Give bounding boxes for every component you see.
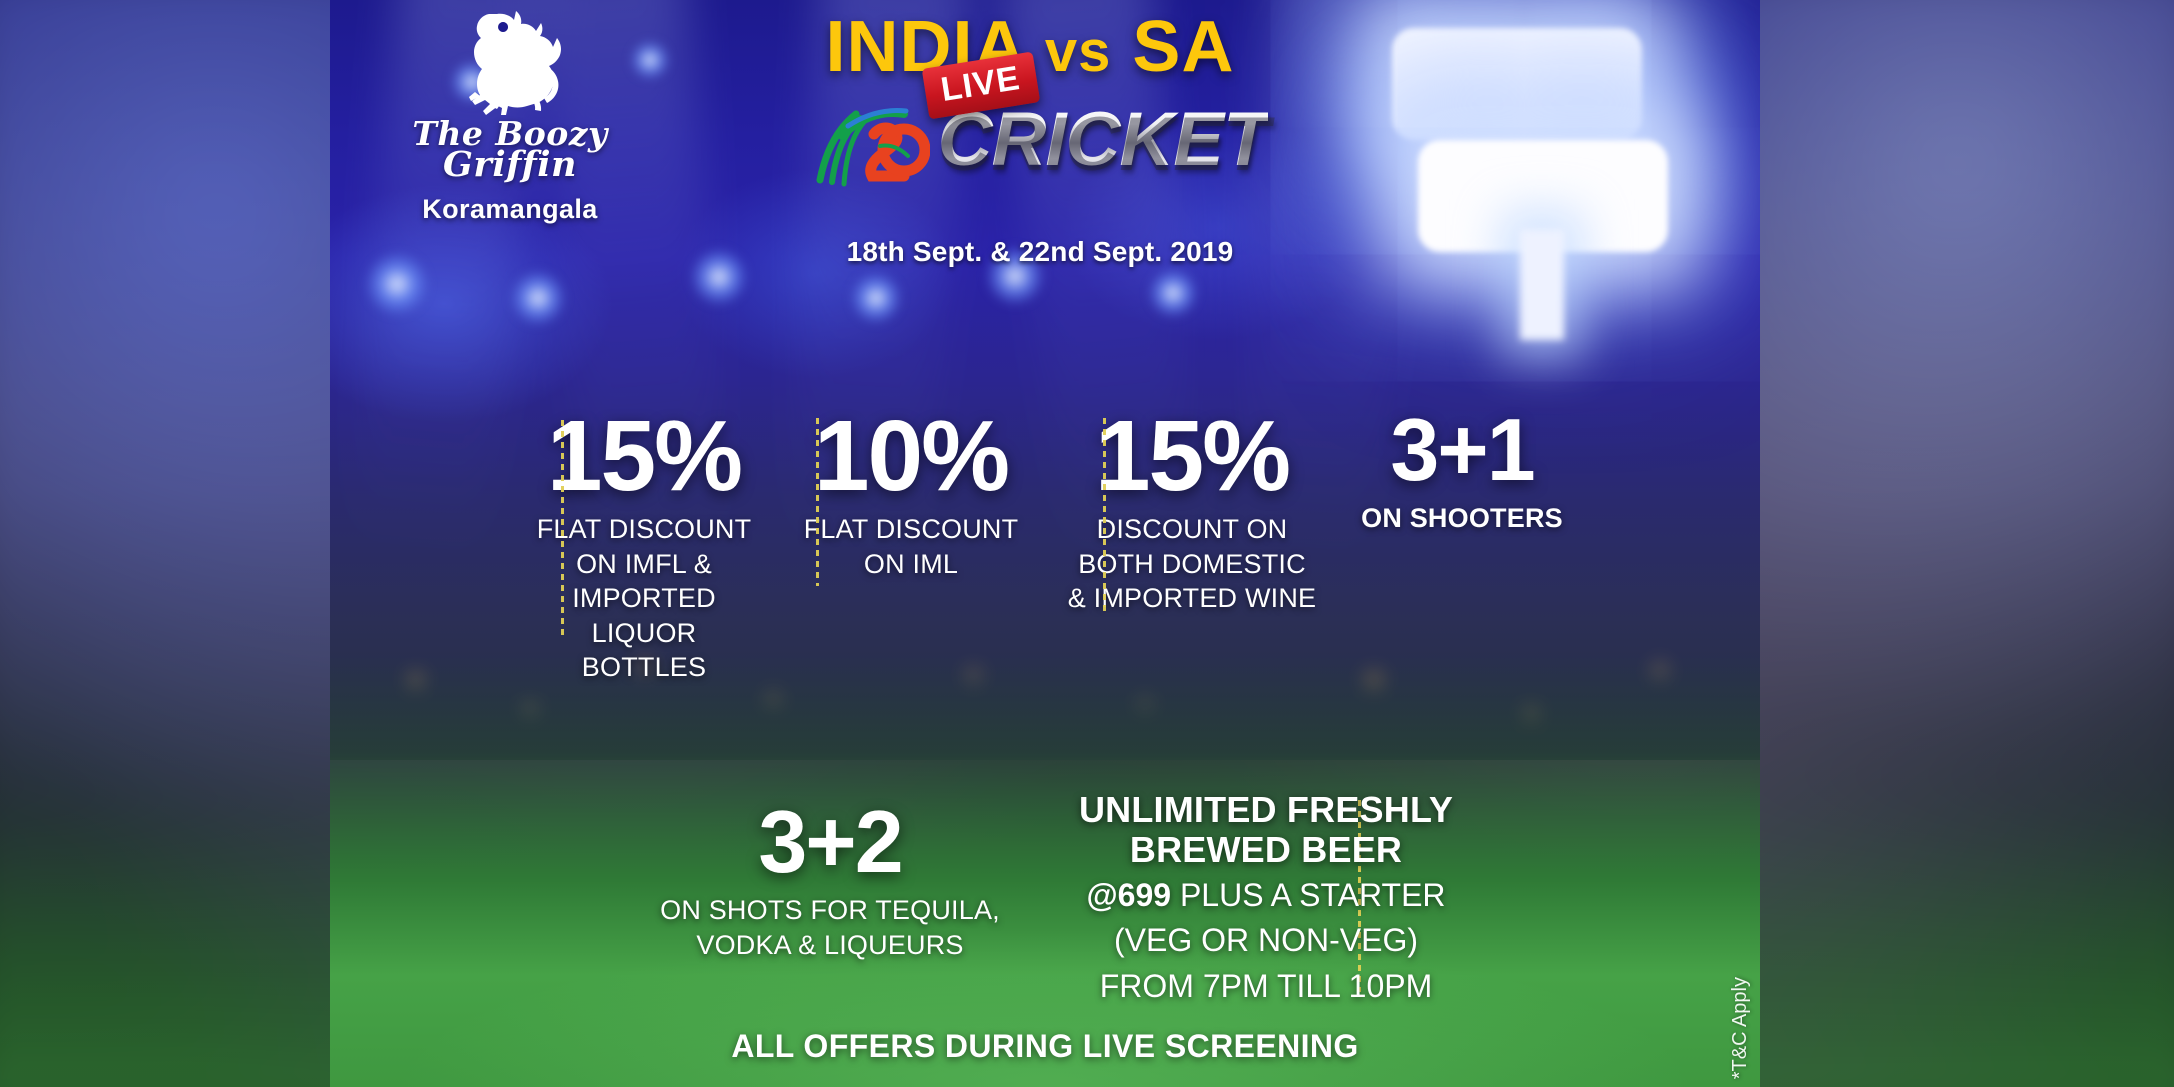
beer-price: @699: [1086, 876, 1172, 913]
floodlight-lamp: [1148, 268, 1198, 318]
offer-line: & IMPORTED WINE: [1067, 583, 1317, 614]
offer-description: ON SHOTS FOR TEQUILA, VODKA & LIQUEURS: [638, 893, 1022, 962]
offer-headline: 15%: [546, 400, 743, 512]
offer-card-shots: 3+2 ON SHOTS FOR TEQUILA, VODKA & LIQUEU…: [620, 790, 1040, 962]
offer-description: FLAT DISCOUNT ON IML: [793, 512, 1029, 581]
floodlight-lamp: [510, 270, 566, 326]
offer-divider: [816, 418, 819, 586]
floodlight-tower: [1370, 0, 1700, 340]
offer-card-beer: UNLIMITED FRESHLY BREWED BEER @699 PLUS …: [1040, 789, 1480, 1007]
offer-line: BOTH DOMESTIC: [1078, 548, 1306, 579]
poster-header: The Boozy Griffin Koramangala INDIA vs S…: [330, 0, 1760, 300]
griffin-logo-icon: [469, 11, 561, 115]
beer-starter-type: (VEG OR NON-VEG): [1113, 922, 1418, 959]
beer-headline: UNLIMITED FRESHLY BREWED BEER: [1070, 789, 1462, 871]
offer-line: IMPORTED LIQUOR: [572, 583, 716, 648]
offer-line: ON SHOTS FOR TEQUILA,: [660, 894, 1000, 925]
offer-line: FLAT DISCOUNT: [803, 514, 1019, 544]
offer-line: VODKA & LIQUEURS: [696, 929, 964, 960]
floodlight-lamp: [850, 272, 902, 324]
beer-price-suffix: PLUS A STARTER: [1171, 876, 1446, 913]
offer-divider: [561, 420, 564, 640]
offer-line: ON IMFL &: [576, 548, 712, 579]
footer-note: ALL OFFERS DURING LIVE SCREENING: [731, 1028, 1359, 1064]
offers-row-bottom: 3+2 ON SHOTS FOR TEQUILA, VODKA & LIQUEU…: [340, 789, 1760, 1007]
floodlight-lamp: [985, 246, 1045, 306]
offers-row-top: 15% FLAT DISCOUNT ON IMFL & IMPORTED LIQ…: [340, 400, 1760, 685]
offer-divider: [1358, 800, 1361, 992]
offer-line: ON SHOOTERS: [1361, 502, 1563, 533]
beer-price-line: @699 PLUS A STARTER: [1070, 875, 1462, 917]
pitch-glow: [330, 787, 1760, 1087]
beer-headline-line2: BREWED BEER: [1129, 829, 1403, 871]
offer-line: BOTTLES: [581, 652, 707, 683]
offer-divider: [1103, 418, 1106, 612]
offer-headline: 3+2: [758, 792, 903, 891]
offer-line: DISCOUNT ON: [1096, 514, 1288, 544]
offer-headline: 15%: [1094, 400, 1291, 512]
offer-line: ON IML: [863, 548, 959, 579]
brand-locality: Koramangala: [422, 193, 598, 224]
offer-headline: 10%: [813, 400, 1010, 512]
beer-headline-line1: UNLIMITED FRESHLY: [1078, 789, 1454, 830]
floodlight-lamp: [630, 40, 670, 80]
cricket-logo-row: CRICKET: [660, 92, 1420, 187]
brand-block: The Boozy Griffin Koramangala: [365, 6, 655, 225]
offer-card-imfl: 15% FLAT DISCOUNT ON IMFL & IMPORTED LIQ…: [513, 400, 775, 685]
offer-line: FLAT DISCOUNT: [536, 514, 752, 544]
terms-and-conditions-note: *T&C Apply: [1729, 976, 1751, 1079]
cricket-pitch-ground: [330, 657, 1760, 1087]
floodlight-lamp: [365, 252, 429, 316]
offer-card-iml: 10% FLAT DISCOUNT ON IML: [775, 400, 1047, 581]
brand-name-line1: The Boozy: [412, 114, 608, 153]
floodlight-lamp: [690, 248, 748, 306]
cricket-wordmark: CRICKET: [937, 97, 1270, 182]
brand-name-line2: Griffin: [443, 144, 577, 186]
beer-timing: FROM 7PM TILL 10PM: [1099, 967, 1433, 1004]
offer-description: DISCOUNT ON BOTH DOMESTIC & IMPORTED WIN…: [1065, 512, 1319, 616]
t20-cricket-logo-icon: [816, 108, 930, 187]
poster-stage: The Boozy Griffin Koramangala INDIA vs S…: [330, 0, 1760, 1087]
offer-card-wine: 15% DISCOUNT ON BOTH DOMESTIC & IMPORTED…: [1047, 400, 1337, 616]
match-dates: 18th Sept. & 22nd Sept. 2019: [846, 236, 1234, 267]
team-b-label: SA: [1132, 7, 1235, 87]
offer-card-shooters: 3+1 ON SHOOTERS: [1337, 400, 1587, 536]
offer-headline: 3+1: [1390, 400, 1535, 499]
brand-name: The Boozy Griffin: [365, 117, 655, 186]
vs-label: vs: [1044, 19, 1112, 84]
offer-description: FLAT DISCOUNT ON IMFL & IMPORTED LIQUOR …: [531, 512, 757, 685]
offer-description: ON SHOOTERS: [1355, 501, 1569, 536]
